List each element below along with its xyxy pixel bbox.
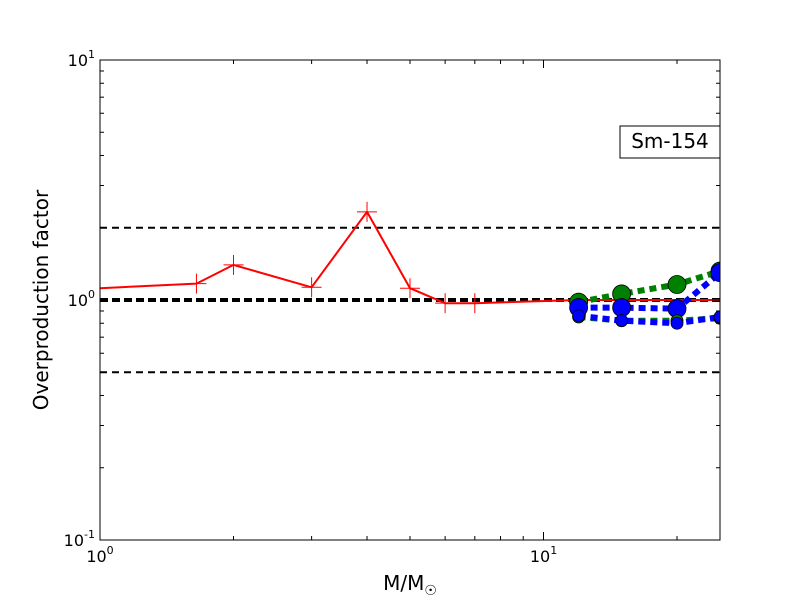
series-line-1: [578, 268, 720, 306]
series-0-point-2: [301, 277, 322, 298]
annotation-box: Sm-154: [619, 125, 721, 159]
x-tick-label: 101: [530, 544, 557, 566]
series-2-point-3: [710, 263, 720, 283]
series-0-point-3: [357, 201, 378, 222]
annotation-label: Sm-154: [631, 129, 709, 153]
series-0-point-1: [223, 254, 244, 275]
series-0-point-0: [186, 273, 207, 294]
series-4-point-1: [615, 314, 629, 328]
y-axis-label: Overproduction factor: [29, 189, 53, 410]
x-axis-label: M/M☉: [383, 571, 437, 599]
series-0-point-5: [435, 293, 456, 314]
series-line-2: [578, 270, 720, 312]
series-0-point-4: [400, 278, 420, 299]
y-tick-label: 10-1: [64, 528, 95, 550]
x-tick-label: 100: [86, 544, 113, 566]
series-4-point-2: [670, 316, 684, 330]
series-2-point-1: [612, 298, 632, 317]
y-tick-label: 101: [68, 48, 95, 70]
series-line-4: [578, 312, 720, 327]
series-4-point-0: [572, 309, 586, 323]
series-0-point-6: [464, 293, 485, 314]
y-tick-label: 100: [68, 288, 95, 310]
x-axis-label-subscript: ☉: [424, 583, 437, 599]
series-line-0: [100, 210, 720, 305]
series-4-point-3: [713, 310, 720, 324]
series-1-point-2: [667, 275, 687, 294]
